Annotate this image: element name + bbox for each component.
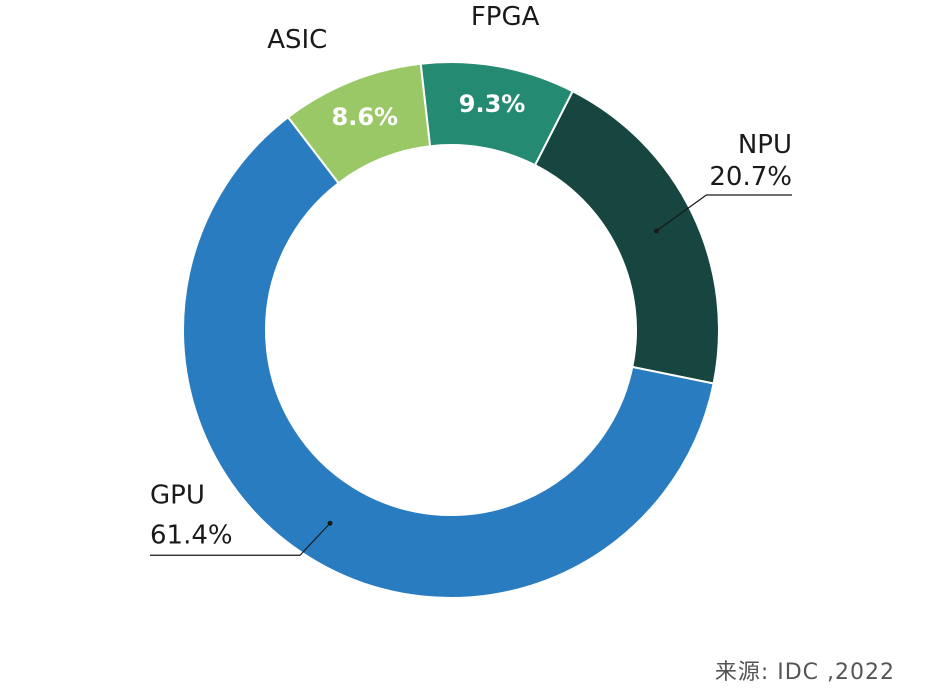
source-note: 来源: IDC ,2022 [714, 660, 895, 685]
leader-lines-layer [150, 194, 792, 556]
data-label-fpga: 9.3% [459, 90, 526, 118]
leader-line-npu [656, 194, 792, 232]
leader-line-gpu [150, 522, 331, 556]
slices-layer [182, 61, 720, 600]
category-label-gpu: GPU [150, 480, 205, 510]
data-label-gpu: 61.4% [150, 520, 233, 550]
data-label-asic: 8.6% [332, 103, 399, 131]
slice-fpga [419, 61, 575, 167]
slice-gpu [182, 115, 715, 600]
category-label-npu: NPU [738, 130, 792, 160]
slice-npu [533, 89, 720, 385]
data-label-npu: 20.7% [709, 162, 792, 192]
category-label-fpga: FPGA [471, 2, 540, 32]
category-label-asic: ASIC [267, 25, 327, 55]
